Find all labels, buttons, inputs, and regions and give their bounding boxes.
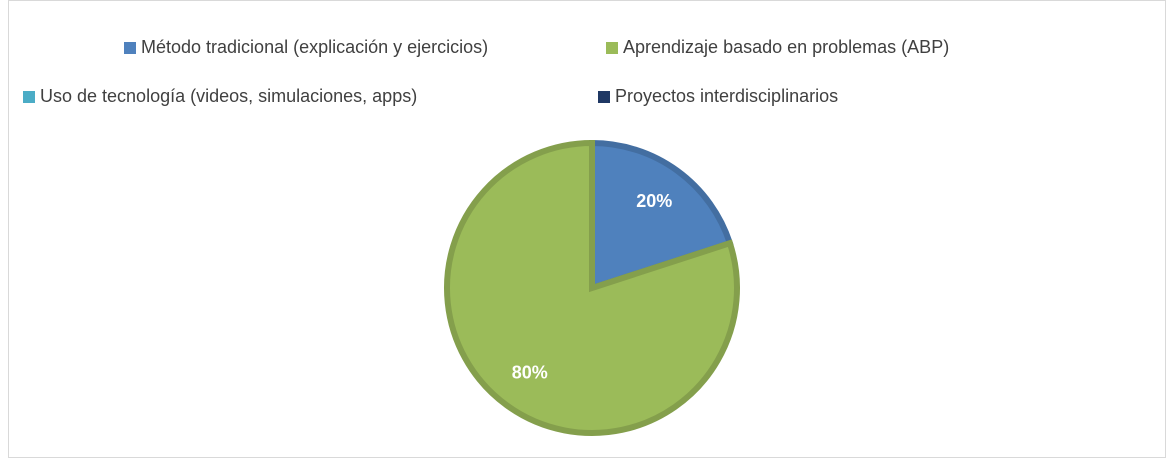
data-label: 20%	[636, 191, 672, 211]
legend-swatch	[598, 91, 610, 103]
legend-swatch	[23, 91, 35, 103]
legend-swatch	[606, 42, 618, 54]
pie-slice	[444, 139, 740, 436]
legend-label: Uso de tecnología (videos, simulaciones,…	[40, 86, 417, 106]
data-label: 80%	[512, 362, 548, 382]
legend-label: Método tradicional (explicación y ejerci…	[141, 37, 488, 57]
legend-label: Aprendizaje basado en problemas (ABP)	[623, 37, 949, 57]
legend-label: Proyectos interdisciplinarios	[615, 86, 838, 106]
legend-swatch	[124, 42, 136, 54]
